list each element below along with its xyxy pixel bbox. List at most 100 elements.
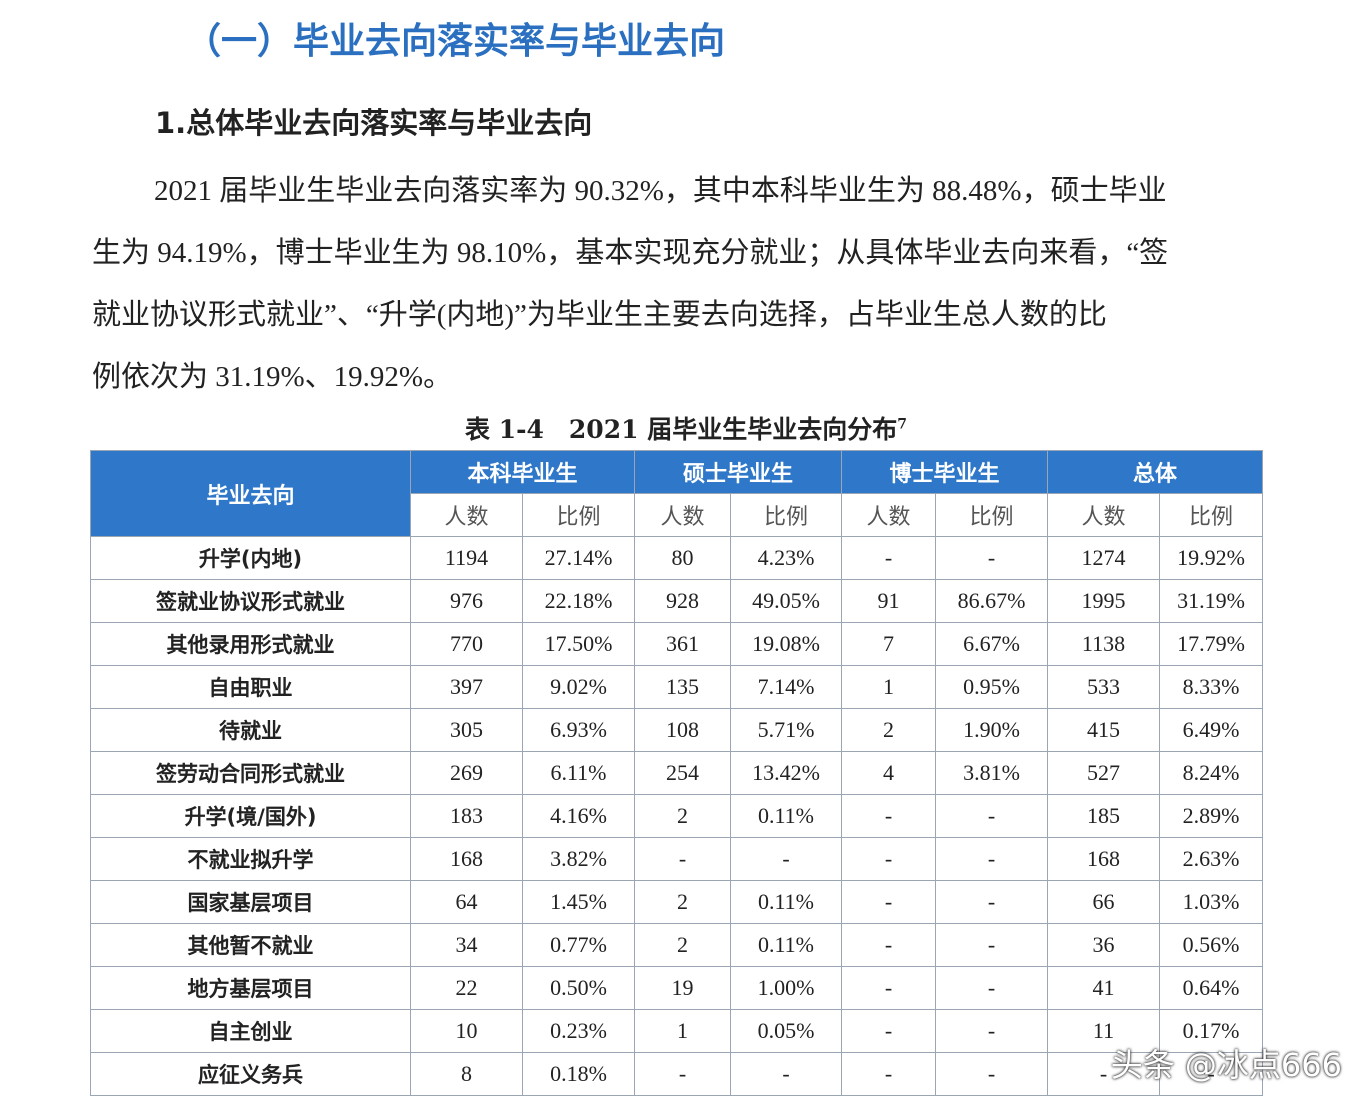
cell: - bbox=[841, 1052, 936, 1096]
cell: 0.11% bbox=[730, 794, 842, 838]
paragraph-line: 就业协议形式就业”、“升学(内地)”为毕业生主要去向选择，占毕业生总人数的比 bbox=[92, 299, 1107, 331]
cell: 86.67% bbox=[935, 579, 1048, 623]
row-label: 签就业协议形式就业 bbox=[90, 579, 411, 623]
cell: - bbox=[634, 1052, 731, 1096]
cell: 1274 bbox=[1047, 536, 1160, 580]
cell: 49.05% bbox=[730, 579, 842, 623]
cell: 4 bbox=[841, 751, 936, 795]
cell: 34 bbox=[410, 923, 523, 967]
cell: 397 bbox=[410, 665, 523, 709]
paragraph-line: 生为 94.19%，博士毕业生为 98.10%，基本实现充分就业；从具体毕业去向… bbox=[92, 237, 1169, 269]
cell: 66 bbox=[1047, 880, 1160, 924]
table-row: 签劳动合同形式就业 269 6.11% 254 13.42% 4 3.81% 527 8.24% bbox=[90, 751, 1263, 795]
cell: 5.71% bbox=[730, 708, 842, 752]
cell: - bbox=[935, 966, 1048, 1010]
cell: 80 bbox=[634, 536, 731, 580]
row-label: 待就业 bbox=[90, 708, 411, 752]
group-header: 总体 bbox=[1047, 450, 1263, 494]
group-header: 博士毕业生 bbox=[841, 450, 1048, 494]
cell: 0.64% bbox=[1159, 966, 1263, 1010]
paragraph-line: 2021 届毕业生毕业去向落实率为 90.32%，其中本科毕业生为 88.48%… bbox=[154, 175, 1167, 207]
cell: - bbox=[935, 1009, 1048, 1053]
cell: 8.24% bbox=[1159, 751, 1263, 795]
cell: 6.67% bbox=[935, 622, 1048, 666]
cell: 168 bbox=[1047, 837, 1160, 881]
cell: 361 bbox=[634, 622, 731, 666]
cell: - bbox=[935, 880, 1048, 924]
cell: 1138 bbox=[1047, 622, 1160, 666]
data-table: 毕业去向 本科毕业生 硕士毕业生 博士毕业生 总体 人数 比例 人数 比例 人数 比例 人数 比例 升学(… bbox=[90, 450, 1263, 1096]
cell: 8 bbox=[410, 1052, 523, 1096]
cell: 91 bbox=[841, 579, 936, 623]
cell: 928 bbox=[634, 579, 731, 623]
row-label: 自主创业 bbox=[90, 1009, 411, 1053]
cell: 0.50% bbox=[522, 966, 635, 1010]
row-header: 毕业去向 bbox=[90, 450, 411, 537]
subheader: 人数 bbox=[634, 493, 731, 537]
cell: 1.00% bbox=[730, 966, 842, 1010]
cell: - bbox=[730, 837, 842, 881]
cell: 17.79% bbox=[1159, 622, 1263, 666]
table-row: 应征义务兵 8 0.18% - - - - - - bbox=[90, 1052, 1263, 1096]
cell: 36 bbox=[1047, 923, 1160, 967]
cell: 415 bbox=[1047, 708, 1160, 752]
cell: - bbox=[935, 837, 1048, 881]
cell: 0.23% bbox=[522, 1009, 635, 1053]
cell: 0.77% bbox=[522, 923, 635, 967]
cell: 2.63% bbox=[1159, 837, 1263, 881]
cell: 527 bbox=[1047, 751, 1160, 795]
table-row: 不就业拟升学 168 3.82% - - - -168 2.63% bbox=[90, 837, 1263, 881]
subheader: 比例 bbox=[1159, 493, 1263, 537]
cell: 0.95% bbox=[935, 665, 1048, 709]
group-header: 本科毕业生 bbox=[410, 450, 635, 494]
cell: - bbox=[841, 536, 936, 580]
subheader: 人数 bbox=[1047, 493, 1160, 537]
cell: 19 bbox=[634, 966, 731, 1010]
cell: - bbox=[841, 880, 936, 924]
cell: 0.11% bbox=[730, 923, 842, 967]
cell: 1 bbox=[841, 665, 936, 709]
cell: 168 bbox=[410, 837, 523, 881]
cell: 9.02% bbox=[522, 665, 635, 709]
subheading: 1.总体毕业去向落实率与毕业去向 bbox=[155, 106, 593, 140]
group-header: 硕士毕业生 bbox=[634, 450, 842, 494]
cell: 0.17% bbox=[1159, 1009, 1263, 1053]
cell: 8.33% bbox=[1159, 665, 1263, 709]
cell: 6.93% bbox=[522, 708, 635, 752]
cell: 19.92% bbox=[1159, 536, 1263, 580]
cell: 22 bbox=[410, 966, 523, 1010]
cell: 1995 bbox=[1047, 579, 1160, 623]
table-row: 自由职业 397 9.02% 135 7.14% 1 0.95% 533 8.33% bbox=[90, 665, 1263, 709]
cell: - bbox=[1159, 1052, 1263, 1096]
cell: 19.08% bbox=[730, 622, 842, 666]
cell: - bbox=[634, 837, 731, 881]
cell: 0.05% bbox=[730, 1009, 842, 1053]
cell: 10 bbox=[410, 1009, 523, 1053]
watermark: 头条 @冰点666 bbox=[1110, 1046, 1342, 1084]
table-row: 国家基层项目 64 1.45% 2 0.11% - -66 1.03% bbox=[90, 880, 1263, 924]
cell: 770 bbox=[410, 622, 523, 666]
cell: 976 bbox=[410, 579, 523, 623]
row-label: 升学(内地) bbox=[90, 536, 411, 580]
cell: - bbox=[841, 837, 936, 881]
cell: 2 bbox=[634, 923, 731, 967]
cell: 1.90% bbox=[935, 708, 1048, 752]
caption-note: 7 bbox=[897, 416, 907, 433]
row-label: 国家基层项目 bbox=[90, 880, 411, 924]
subheader: 人数 bbox=[410, 493, 523, 537]
cell: 4.23% bbox=[730, 536, 842, 580]
cell: 269 bbox=[410, 751, 523, 795]
row-label: 不就业拟升学 bbox=[90, 837, 411, 881]
cell: 2 bbox=[634, 794, 731, 838]
cell: - bbox=[935, 1052, 1048, 1096]
cell: - bbox=[935, 794, 1048, 838]
row-label: 升学(境/国外) bbox=[90, 794, 411, 838]
cell: - bbox=[841, 1009, 936, 1053]
table-row: 升学(境/国外) 183 4.16% 2 0.11% - -185 2.89% bbox=[90, 794, 1263, 838]
cell: 183 bbox=[410, 794, 523, 838]
table-caption: 表 1-4 2021 届毕业生毕业去向分布7 bbox=[0, 410, 1372, 446]
cell: - bbox=[841, 794, 936, 838]
cell: 254 bbox=[634, 751, 731, 795]
cell: 2.89% bbox=[1159, 794, 1263, 838]
